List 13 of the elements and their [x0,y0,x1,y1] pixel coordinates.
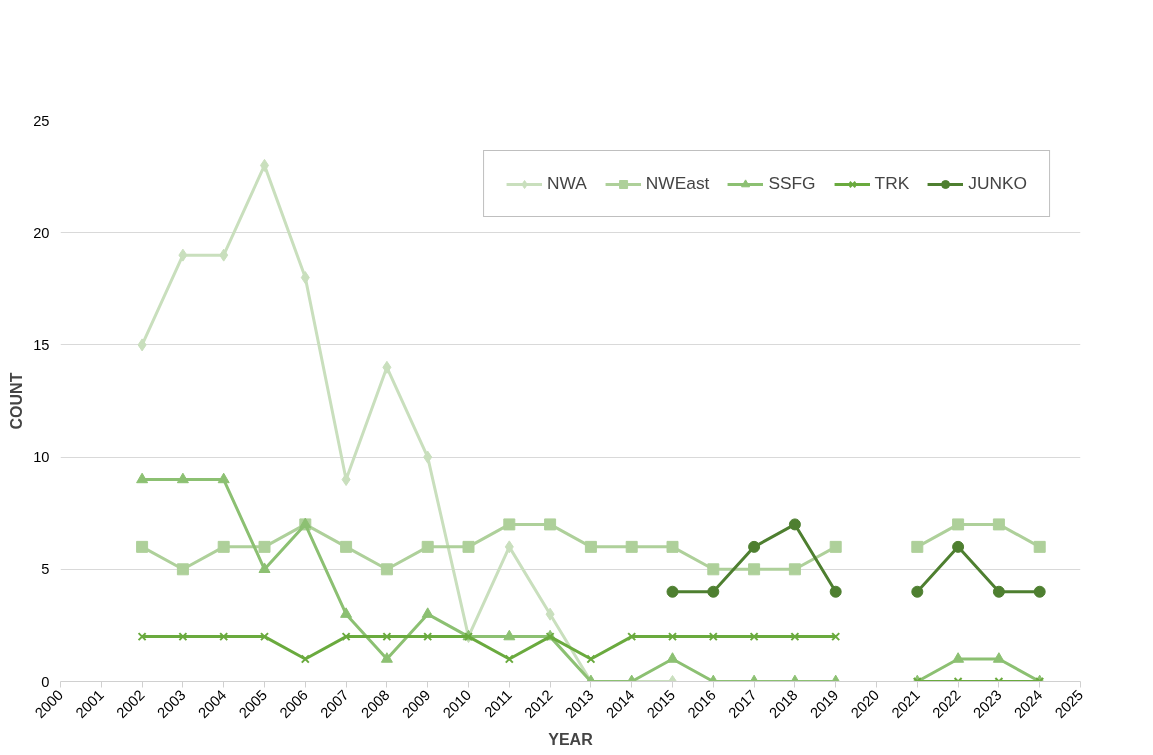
legend-label: TRK [874,173,910,194]
y-tick-label: 25 [33,112,50,129]
y-tick-label: 0 [41,673,50,690]
y-tick-label: 15 [33,336,50,353]
legend-label: JUNKO [968,173,1027,194]
y-tick-label: 10 [33,449,50,466]
y-tick-label: 5 [41,561,50,578]
x-axis-title: YEAR [548,730,594,748]
legend-label: NWEast [645,173,710,194]
y-tick-label: 20 [33,224,50,241]
y-axis-title: COUNT [8,372,26,430]
legend-label: NWA [547,173,587,194]
legend-label: SSFG [768,173,816,194]
